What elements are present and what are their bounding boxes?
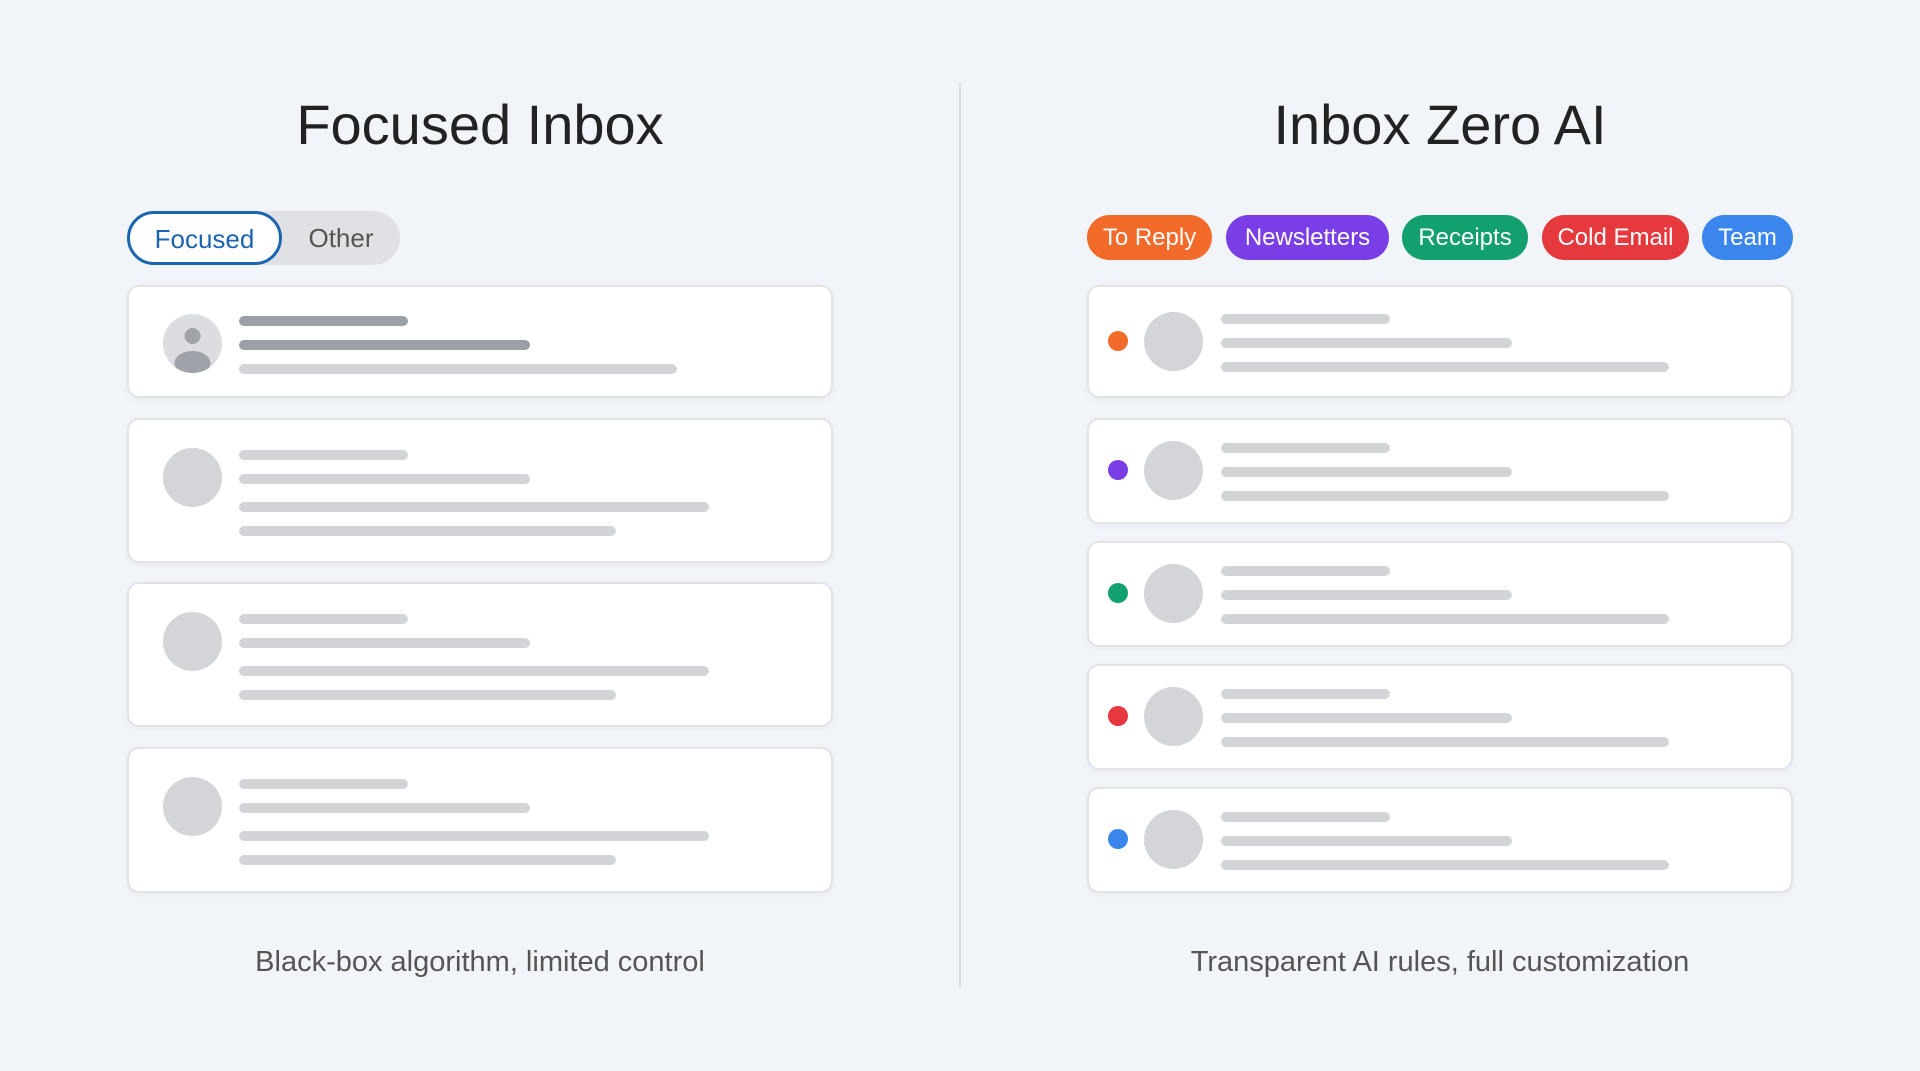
preview-placeholder xyxy=(1221,737,1669,747)
subject-placeholder xyxy=(1221,590,1512,600)
right-title: Inbox Zero AI xyxy=(1273,93,1607,156)
label-to-reply[interactable]: To Reply xyxy=(1087,215,1212,260)
preview-placeholder xyxy=(1221,614,1669,624)
label-newsletters[interactable]: Newsletters xyxy=(1226,215,1389,260)
preview-placeholder xyxy=(239,364,677,374)
subject-placeholder xyxy=(239,803,530,813)
label-receipts[interactable]: Receipts xyxy=(1402,215,1528,260)
email-card[interactable] xyxy=(127,285,833,398)
email-card[interactable] xyxy=(1087,418,1793,524)
avatar xyxy=(1144,810,1203,869)
sender-placeholder xyxy=(1221,443,1390,453)
sender-placeholder xyxy=(1221,812,1390,822)
focused-other-toggle: Focused Other xyxy=(127,211,400,265)
email-card[interactable] xyxy=(1087,285,1793,398)
sender-placeholder xyxy=(1221,566,1390,576)
left-caption: Black-box algorithm, limited control xyxy=(255,946,705,978)
label-color-dot xyxy=(1108,460,1128,480)
label-color-dot xyxy=(1108,583,1128,603)
preview-placeholder xyxy=(1221,860,1669,870)
user-icon xyxy=(174,328,211,373)
subject-placeholder xyxy=(1221,713,1512,723)
preview-placeholder xyxy=(239,831,709,841)
preview-placeholder xyxy=(239,502,709,512)
subject-placeholder xyxy=(239,340,530,350)
right-caption: Transparent AI rules, full customization xyxy=(1190,946,1690,978)
preview-placeholder xyxy=(239,855,616,865)
avatar xyxy=(163,314,222,373)
preview-placeholder xyxy=(1221,362,1669,372)
label-color-dot xyxy=(1108,829,1128,849)
avatar xyxy=(1144,564,1203,623)
email-card[interactable] xyxy=(1087,541,1793,647)
email-card[interactable] xyxy=(127,747,833,893)
label-color-dot xyxy=(1108,706,1128,726)
sender-placeholder xyxy=(239,316,408,326)
email-card[interactable] xyxy=(127,418,833,563)
subject-placeholder xyxy=(239,474,530,484)
subject-placeholder xyxy=(239,638,530,648)
avatar xyxy=(1144,441,1203,500)
email-card[interactable] xyxy=(127,582,833,727)
avatar xyxy=(163,777,222,836)
email-card[interactable] xyxy=(1087,664,1793,770)
subject-placeholder xyxy=(1221,836,1512,846)
label-color-dot xyxy=(1108,331,1128,351)
subject-placeholder xyxy=(1221,338,1512,348)
avatar xyxy=(1144,687,1203,746)
label-team[interactable]: Team xyxy=(1702,215,1793,260)
avatar xyxy=(163,448,222,507)
preview-placeholder xyxy=(239,526,616,536)
sender-placeholder xyxy=(239,450,408,460)
avatar xyxy=(163,612,222,671)
divider xyxy=(959,83,961,988)
sender-placeholder xyxy=(239,779,408,789)
sender-placeholder xyxy=(239,614,408,624)
sender-placeholder xyxy=(1221,314,1390,324)
left-title: Focused Inbox xyxy=(296,93,664,156)
tab-focused[interactable]: Focused xyxy=(127,211,282,265)
preview-placeholder xyxy=(239,690,616,700)
subject-placeholder xyxy=(1221,467,1512,477)
email-card[interactable] xyxy=(1087,787,1793,893)
avatar xyxy=(1144,312,1203,371)
tab-other[interactable]: Other xyxy=(308,223,374,253)
label-cold-email[interactable]: Cold Email xyxy=(1542,215,1689,260)
preview-placeholder xyxy=(1221,491,1669,501)
preview-placeholder xyxy=(239,666,709,676)
sender-placeholder xyxy=(1221,689,1390,699)
